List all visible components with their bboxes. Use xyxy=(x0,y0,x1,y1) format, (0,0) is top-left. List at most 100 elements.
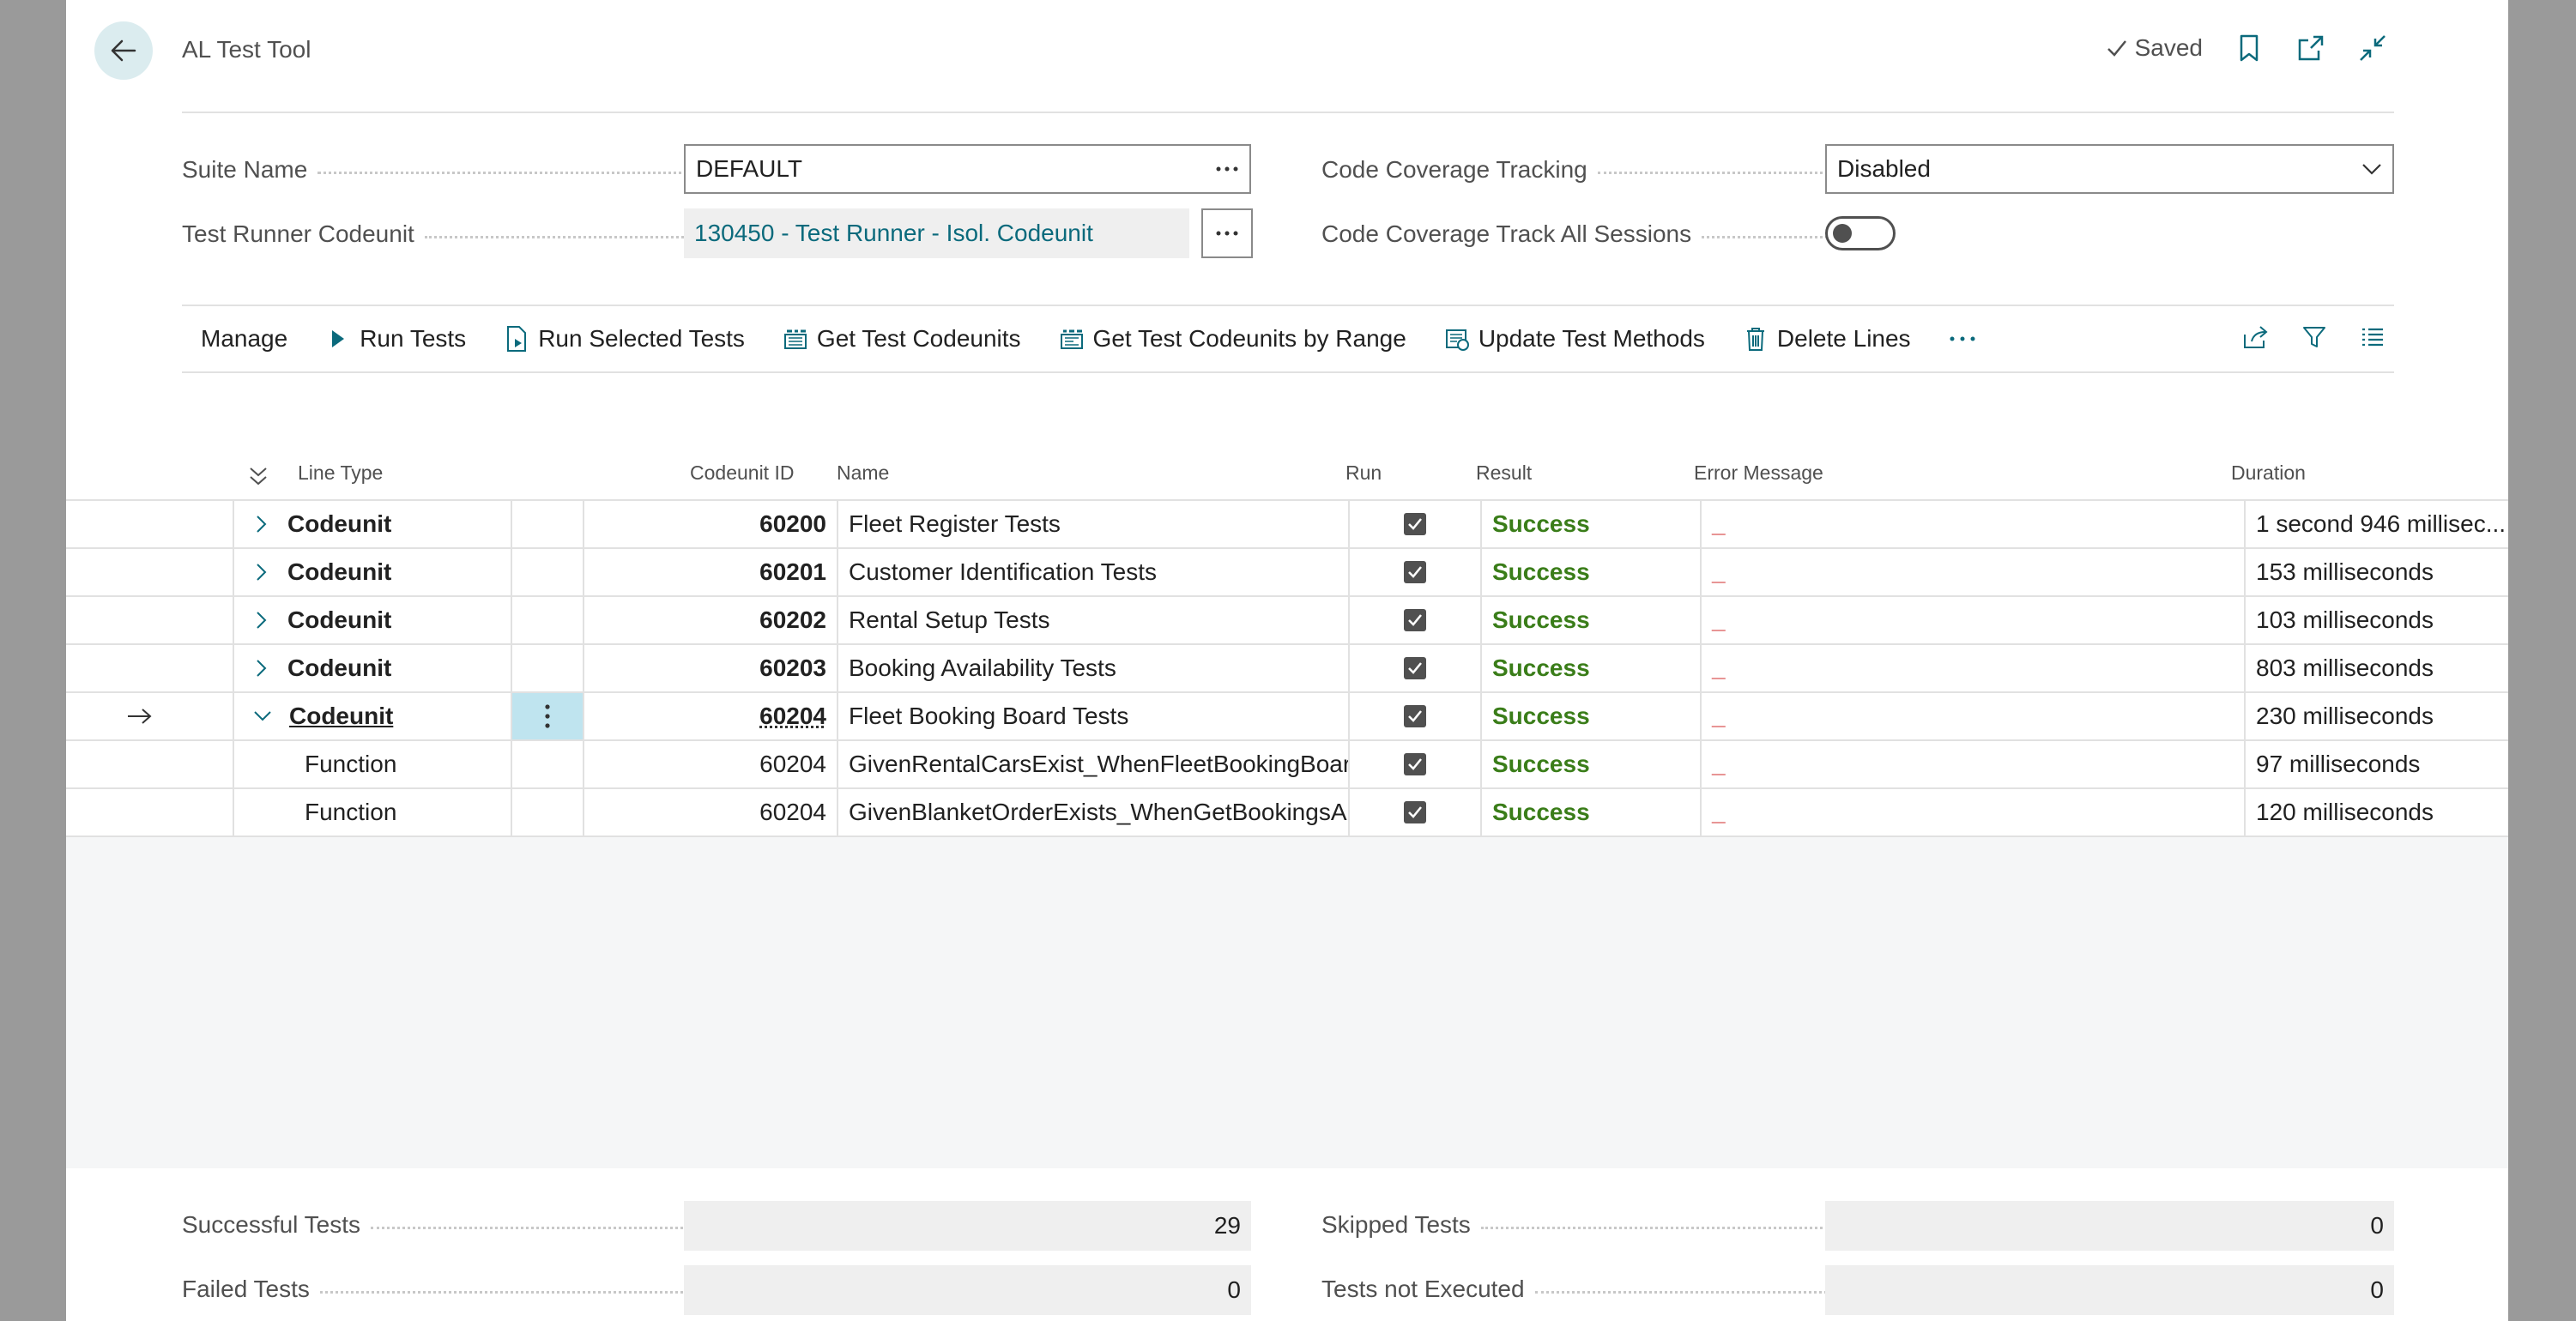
run-checkbox[interactable] xyxy=(1404,609,1426,631)
codeunit-id-cell: 60200 xyxy=(583,501,837,547)
duration-cell: 1 second 946 millisec... xyxy=(2244,501,2508,547)
table-row[interactable]: Codeunit 60201 Customer Identification T… xyxy=(66,549,2508,597)
saved-label: Saved xyxy=(2134,34,2203,61)
table-row[interactable]: Codeunit 60203 Booking Availability Test… xyxy=(66,645,2508,693)
update-test-methods-button[interactable]: Update Test Methods xyxy=(1425,306,1724,371)
run-tests-button[interactable]: Run Tests xyxy=(306,306,485,371)
row-menu-cell[interactable] xyxy=(511,789,583,835)
run-checkbox[interactable] xyxy=(1404,705,1426,727)
checkmark-icon xyxy=(1408,662,1422,674)
run-checkbox[interactable] xyxy=(1404,657,1426,679)
share-icon[interactable] xyxy=(2241,324,2269,354)
run-checkbox[interactable] xyxy=(1404,801,1426,823)
chevron-right-icon[interactable] xyxy=(255,611,269,630)
coverage-tracking-select[interactable]: Disabled xyxy=(1825,144,2394,194)
col-run[interactable]: Run xyxy=(1345,461,1382,484)
name-cell: Booking Availability Tests xyxy=(837,645,1348,691)
chevron-down-icon xyxy=(2362,164,2381,175)
suite-name-field[interactable]: DEFAULT xyxy=(684,144,1251,194)
list-view-icon[interactable] xyxy=(2360,326,2386,353)
run-cell xyxy=(1348,789,1480,835)
line-type-cell: Codeunit xyxy=(233,501,511,547)
result-cell: Success xyxy=(1480,693,1700,739)
bookmark-icon[interactable] xyxy=(2234,33,2265,63)
row-menu-cell[interactable] xyxy=(511,597,583,643)
line-type-cell: Function xyxy=(233,741,511,787)
col-line-type[interactable]: Line Type xyxy=(298,461,384,484)
chevron-right-icon[interactable] xyxy=(255,659,269,678)
failed-tests-value: 0 xyxy=(684,1265,1251,1315)
collapse-icon[interactable] xyxy=(2357,33,2388,63)
codeunit-id-cell: 60204 xyxy=(583,741,837,787)
checkmark-icon xyxy=(1408,614,1422,626)
more-options-icon xyxy=(1216,231,1238,236)
grid-header: Line Type Codeunit ID Name Run Result Er… xyxy=(66,455,2508,499)
test-runner-label: Test Runner Codeunit xyxy=(182,219,740,250)
table-row[interactable]: Codeunit 60200 Fleet Register Tests Succ… xyxy=(66,501,2508,549)
play-icon xyxy=(325,326,351,352)
result-cell: Success xyxy=(1480,741,1700,787)
test-runner-field[interactable]: 130450 - Test Runner - Isol. Codeunit xyxy=(684,208,1189,258)
table-row[interactable]: Function 60204 GivenRentalCarsExist_When… xyxy=(66,741,2508,789)
row-menu-cell[interactable] xyxy=(511,501,583,547)
row-menu-cell[interactable] xyxy=(511,693,583,739)
delete-lines-button[interactable]: Delete Lines xyxy=(1724,306,1930,371)
suite-name-label: Suite Name xyxy=(182,154,740,185)
row-menu-cell[interactable] xyxy=(511,645,583,691)
run-cell xyxy=(1348,597,1480,643)
error-message-cell: _ xyxy=(1700,501,2244,547)
more-actions-button[interactable] xyxy=(1930,306,1995,371)
coverage-tracking-label: Code Coverage Tracking xyxy=(1321,154,1879,185)
open-new-window-icon[interactable] xyxy=(2295,33,2326,63)
result-cell: Success xyxy=(1480,645,1700,691)
action-bar-tools xyxy=(2241,306,2394,371)
run-cell xyxy=(1348,741,1480,787)
run-checkbox[interactable] xyxy=(1404,561,1426,583)
name-cell: Fleet Booking Board Tests xyxy=(837,693,1348,739)
run-checkbox[interactable] xyxy=(1404,753,1426,775)
duration-cell: 103 milliseconds xyxy=(2244,597,2508,643)
col-result[interactable]: Result xyxy=(1476,461,1533,484)
coverage-all-sessions-toggle[interactable] xyxy=(1825,216,1896,250)
duration-cell: 230 milliseconds xyxy=(2244,693,2508,739)
checkmark-icon xyxy=(1408,518,1422,530)
line-type-cell: Codeunit xyxy=(233,645,511,691)
name-cell: GivenRentalCarsExist_WhenFleetBookingBoa… xyxy=(837,741,1348,787)
chevron-right-icon[interactable] xyxy=(255,515,269,534)
col-error-message[interactable]: Error Message xyxy=(1694,461,1823,484)
test-runner-lookup-button[interactable] xyxy=(1201,208,1253,258)
chevron-down-icon[interactable] xyxy=(253,709,272,723)
table-row[interactable]: Codeunit 60202 Rental Setup Tests Succes… xyxy=(66,597,2508,645)
row-menu-cell[interactable] xyxy=(511,741,583,787)
get-test-codeunits-by-range-button[interactable]: Get Test Codeunits by Range xyxy=(1040,306,1425,371)
col-duration[interactable]: Duration xyxy=(2231,461,2306,484)
action-bar: Manage Run Tests Run Selected Tests Get … xyxy=(182,305,2394,373)
successful-tests-value: 29 xyxy=(684,1201,1251,1251)
tests-not-executed-value: 0 xyxy=(1825,1265,2394,1315)
select-all-chevron-icon[interactable] xyxy=(248,465,269,492)
name-cell: Rental Setup Tests xyxy=(837,597,1348,643)
import-range-icon xyxy=(1059,326,1085,352)
ellipsis-icon xyxy=(1950,336,1975,341)
error-message-cell: _ xyxy=(1700,645,2244,691)
run-selected-tests-button[interactable]: Run Selected Tests xyxy=(485,306,764,371)
back-button[interactable] xyxy=(94,21,153,80)
document-run-icon xyxy=(504,326,529,352)
get-test-codeunits-button[interactable]: Get Test Codeunits xyxy=(764,306,1040,371)
chevron-right-icon[interactable] xyxy=(255,563,269,582)
codeunit-id-cell: 60201 xyxy=(583,549,837,595)
codeunit-id-cell[interactable]: 60204 xyxy=(583,693,837,739)
col-name[interactable]: Name xyxy=(837,461,890,484)
table-row-selected[interactable]: Codeunit 60204 Fleet Booking Board Tests… xyxy=(66,693,2508,741)
manage-button[interactable]: Manage xyxy=(201,325,288,352)
codeunit-id-cell: 60202 xyxy=(583,597,837,643)
filter-icon[interactable] xyxy=(2301,324,2327,354)
row-menu-cell[interactable] xyxy=(511,549,583,595)
col-codeunit-id[interactable]: Codeunit ID xyxy=(690,461,795,484)
more-options-icon[interactable] xyxy=(1215,166,1239,172)
toggle-knob xyxy=(1833,224,1852,243)
run-cell xyxy=(1348,549,1480,595)
run-checkbox[interactable] xyxy=(1404,513,1426,535)
table-row[interactable]: Function 60204 GivenBlanketOrderExists_W… xyxy=(66,789,2508,837)
trash-icon xyxy=(1743,326,1769,352)
